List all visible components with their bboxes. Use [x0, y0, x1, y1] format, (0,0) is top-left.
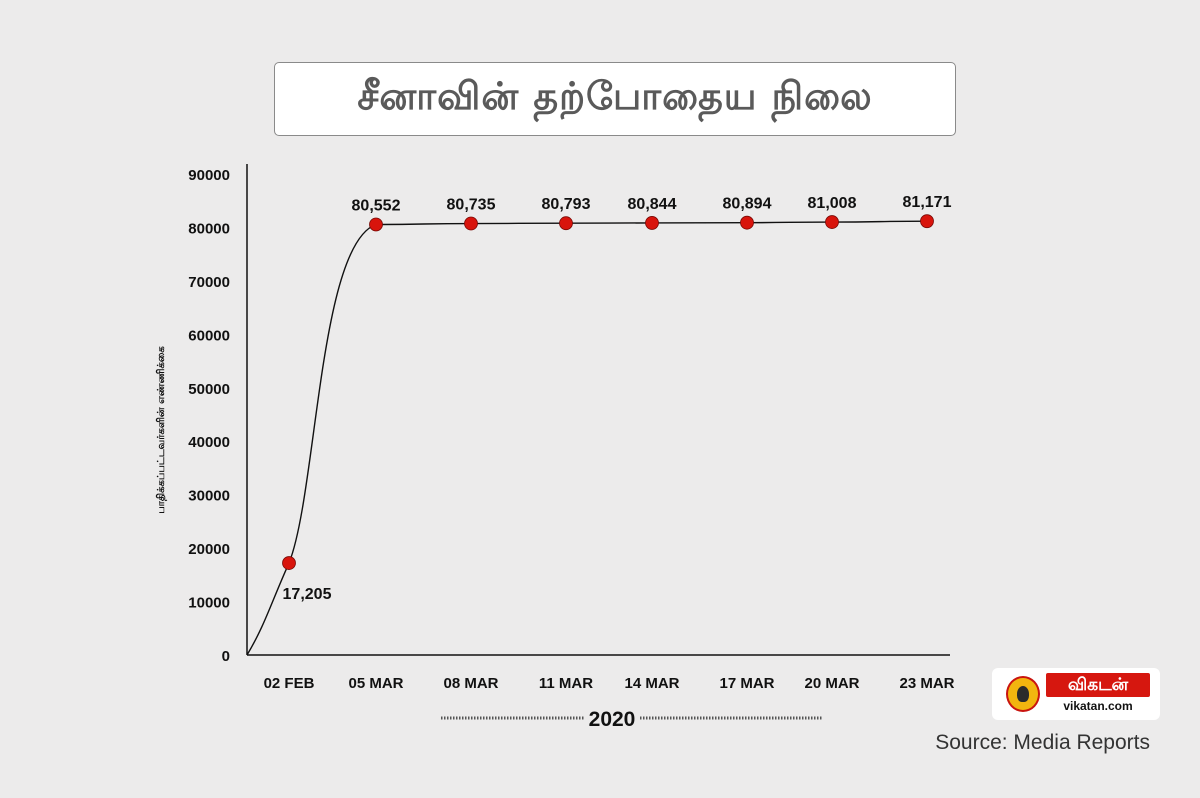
y-axis-label: பாதிக்கப்பட்டவர்களின் எண்ணிக்கை	[155, 346, 167, 514]
x-tick-labels: 02 FEB 05 MAR 08 MAR 11 MAR 14 MAR 17 MAR 20 M…	[264, 675, 955, 692]
y-tick-label: 0	[222, 648, 230, 665]
x-axis-year-label: 2020	[589, 708, 636, 731]
x-tick-label: 05 MAR	[348, 675, 403, 692]
chart-title-box: சீனாவின் தற்போதைய நிலை	[274, 62, 956, 136]
x-tick-label: 20 MAR	[804, 675, 859, 692]
data-label: 80,844	[628, 196, 677, 213]
axes	[246, 164, 950, 656]
vikatan-logo: விகடன் vikatan.com	[992, 668, 1160, 720]
data-label: 80,793	[542, 196, 591, 213]
logo-url: vikatan.com	[1063, 699, 1133, 713]
chart-title: சீனாவின் தற்போதைய நிலை	[357, 74, 873, 118]
data-point	[369, 217, 383, 232]
data-label: 81,008	[808, 195, 857, 212]
source-note: Source: Media Reports	[935, 731, 1150, 754]
y-tick-label: 40000	[188, 434, 230, 451]
x-tick-label: 08 MAR	[443, 675, 498, 692]
data-point	[825, 215, 839, 229]
data-label: 81,171	[903, 194, 952, 211]
y-tick-labels: 0 10000 20000 30000 40000 50000 60000 70000 8000…	[188, 167, 230, 665]
logo-name: விகடன்	[1046, 673, 1150, 697]
x-tick-label: 11 MAR	[539, 675, 593, 692]
data-point	[464, 216, 478, 231]
y-tick-label: 80000	[188, 220, 230, 237]
series-line	[246, 220, 928, 656]
y-tick-label: 70000	[188, 274, 230, 291]
mascot-icon	[1006, 676, 1040, 712]
data-point	[559, 216, 573, 231]
data-label: 80,735	[447, 197, 496, 214]
x-tick-label: 23 MAR	[899, 675, 954, 692]
y-tick-label: 90000	[188, 167, 230, 184]
x-tick-label: 02 FEB	[264, 675, 315, 692]
y-tick-label: 10000	[188, 595, 230, 612]
y-tick-label: 60000	[188, 327, 230, 344]
data-point	[740, 215, 754, 230]
data-label: 80,552	[352, 197, 401, 214]
y-tick-label: 50000	[188, 381, 230, 398]
data-point	[645, 216, 659, 230]
x-axis-year-group: 2020	[441, 708, 822, 731]
y-tick-label: 20000	[188, 541, 230, 558]
data-labels: 17,205 80,552 80,735 80,793 80,844 80,894 81,0…	[283, 194, 952, 603]
y-tick-label: 30000	[188, 488, 230, 505]
x-tick-label: 14 MAR	[624, 675, 679, 692]
data-points	[282, 214, 934, 570]
data-point	[920, 214, 934, 229]
x-tick-label: 17 MAR	[719, 675, 774, 692]
data-point	[282, 556, 296, 570]
data-label: 80,894	[723, 196, 772, 213]
data-label: 17,205	[283, 586, 332, 603]
